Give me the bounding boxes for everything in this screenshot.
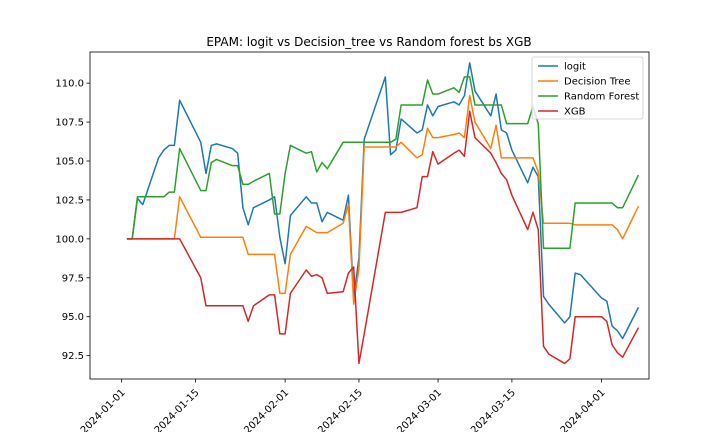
y-tick-label: 97.5	[62, 273, 84, 284]
y-tick-label: 102.5	[55, 195, 84, 206]
series-line-3	[126, 110, 640, 365]
y-tick-label: 95.0	[62, 312, 84, 323]
series-line-2	[126, 76, 640, 249]
series-line-1	[126, 94, 640, 306]
y-tick-label: 92.5	[62, 351, 84, 362]
y-axis: 92.5 95.0 97.5 100.0 102.5 105.0 107.5 110.0	[55, 79, 90, 362]
y-tick-label: 107.5	[55, 118, 84, 129]
legend-label-0: logit	[564, 62, 586, 73]
legend-label-2: Random Forest	[564, 92, 639, 103]
legend-label-3: XGB	[564, 107, 586, 118]
y-tick-label: 105.0	[55, 157, 84, 168]
chart-title: EPAM: logit vs Decision_tree vs Random f…	[206, 35, 531, 49]
y-tick-label: 110.0	[55, 79, 84, 90]
y-tick-label: 100.0	[55, 234, 84, 245]
plot-frame	[89, 51, 650, 380]
series-line-0	[126, 62, 640, 340]
series-layer	[126, 62, 640, 365]
legend-label-1: Decision Tree	[564, 77, 631, 88]
legend-box	[531, 56, 644, 120]
legend: logit Decision Tree Random Forest XGB	[531, 56, 644, 120]
